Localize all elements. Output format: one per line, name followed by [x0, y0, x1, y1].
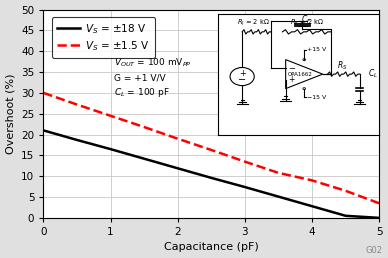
$V_S$ = ±1.5 V	[74, 103, 79, 106]
$V_S$ = ±18 V	[343, 214, 348, 217]
$V_S$ = ±18 V	[242, 186, 247, 189]
$V_S$ = ±18 V	[310, 205, 314, 208]
$V_S$ = ±18 V	[142, 157, 146, 160]
$V_S$ = ±18 V	[209, 176, 213, 179]
$V_S$ = ±1.5 V	[175, 137, 180, 140]
Text: −15 V: −15 V	[307, 95, 326, 100]
$V_S$ = ±1.5 V	[142, 125, 146, 128]
Text: −: −	[238, 75, 246, 85]
Line: $V_S$ = ±1.5 V: $V_S$ = ±1.5 V	[43, 93, 379, 203]
Text: +: +	[239, 69, 246, 78]
Text: OPA1662: OPA1662	[288, 72, 313, 77]
Text: $C_F$: $C_F$	[301, 14, 312, 26]
Text: +: +	[288, 75, 294, 84]
Y-axis label: Overshoot (%): Overshoot (%)	[5, 74, 16, 154]
Text: G02: G02	[365, 246, 382, 255]
Text: G = +1 V/V: G = +1 V/V	[114, 73, 166, 82]
$V_S$ = ±18 V	[41, 129, 46, 132]
Line: $V_S$ = ±18 V: $V_S$ = ±18 V	[43, 130, 379, 218]
$V_S$ = ±18 V	[377, 216, 381, 219]
Text: $C_L$: $C_L$	[368, 68, 378, 80]
$V_S$ = ±18 V	[276, 195, 281, 198]
$V_S$ = ±1.5 V	[377, 202, 381, 205]
$V_S$ = ±1.5 V	[108, 114, 113, 117]
$V_S$ = ±1.5 V	[276, 171, 281, 174]
$V_S$ = ±18 V	[74, 138, 79, 141]
Legend: $V_S$ = ±18 V, $V_S$ = ±1.5 V: $V_S$ = ±18 V, $V_S$ = ±1.5 V	[52, 17, 155, 58]
Text: −: −	[288, 64, 295, 73]
X-axis label: Capacitance (pF): Capacitance (pF)	[164, 243, 259, 252]
Text: $V_{OUT}$ = 100 mV$_{PP}$: $V_{OUT}$ = 100 mV$_{PP}$	[114, 57, 192, 69]
$V_S$ = ±18 V	[108, 148, 113, 151]
$V_S$ = ±1.5 V	[343, 189, 348, 192]
Text: +15 V: +15 V	[307, 47, 326, 52]
$V_S$ = ±1.5 V	[310, 179, 314, 182]
$V_S$ = ±18 V	[175, 167, 180, 170]
$V_S$ = ±1.5 V	[41, 91, 46, 94]
Text: $R_S$: $R_S$	[337, 59, 347, 71]
Text: $R_F$ = 2 k$\Omega$: $R_F$ = 2 k$\Omega$	[289, 18, 324, 28]
$V_S$ = ±1.5 V	[242, 160, 247, 163]
$V_S$ = ±1.5 V	[209, 148, 213, 151]
Text: $C_L$ = 100 pF: $C_L$ = 100 pF	[114, 86, 170, 99]
Text: $R_I$ = 2 k$\Omega$: $R_I$ = 2 k$\Omega$	[237, 18, 270, 28]
